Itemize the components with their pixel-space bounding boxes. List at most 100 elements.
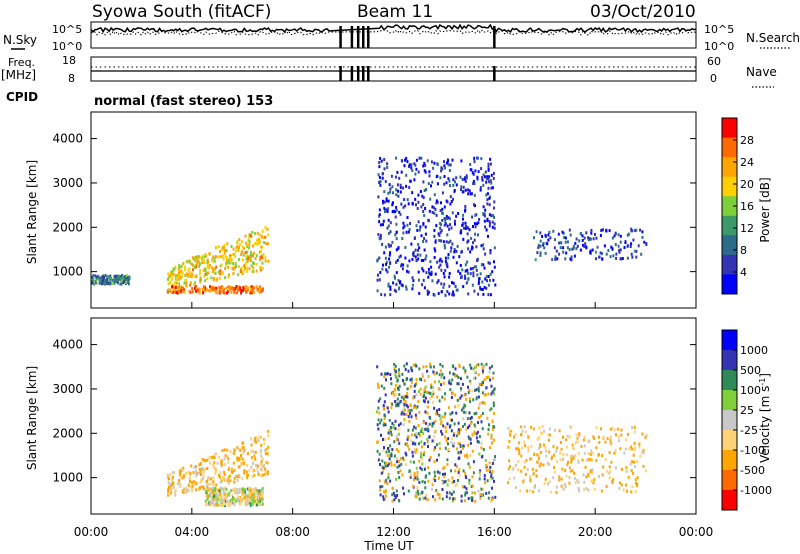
power-cell (486, 177, 489, 181)
power-cell (467, 188, 469, 192)
power-cell (237, 248, 240, 252)
power-cell (395, 248, 398, 252)
power-cell (479, 287, 482, 291)
velocity-cell (236, 479, 239, 482)
velocity-cell (436, 412, 439, 416)
colorbar-swatch (722, 274, 737, 295)
velocity-cell (414, 413, 417, 417)
power-cell (411, 257, 414, 261)
velocity-cell (632, 471, 635, 475)
power-cell (468, 228, 471, 232)
velocity-cell (398, 460, 401, 463)
power-cell (447, 256, 450, 260)
velocity-cell (480, 414, 482, 418)
power-cell (388, 257, 391, 261)
velocity-cell (578, 434, 581, 438)
velocity-cell (407, 435, 410, 439)
power-cell (406, 269, 408, 273)
velocity-cell (479, 473, 482, 477)
velocity-cell (520, 469, 523, 473)
velocity-cell (488, 408, 491, 412)
power-cell (417, 270, 420, 274)
power-cell (558, 252, 561, 256)
velocity-cell (380, 433, 382, 437)
velocity-cell (172, 475, 174, 479)
power-cell (630, 242, 633, 246)
velocity-cell (452, 372, 455, 376)
velocity-cell (170, 487, 173, 491)
power-cell (259, 258, 262, 262)
velocity-cell (518, 448, 521, 452)
power-cell (454, 222, 456, 226)
power-cell (167, 288, 170, 292)
velocity-cell (202, 469, 205, 473)
velocity-cell (559, 451, 562, 455)
power-cell (198, 291, 201, 295)
power-cell (210, 276, 213, 280)
velocity-cell (263, 442, 266, 446)
power-cell (265, 242, 268, 246)
power-cell (126, 278, 128, 282)
velocity-cell (508, 459, 511, 463)
power-cell (376, 278, 379, 282)
velocity-cell (420, 451, 423, 455)
velocity-cell (467, 462, 470, 466)
power-cell (441, 191, 444, 195)
velocity-cell (576, 478, 579, 482)
power-cell (422, 209, 425, 213)
velocity-cell (478, 416, 481, 419)
velocity-cell (417, 432, 420, 436)
power-cell (232, 252, 235, 256)
velocity-cell (185, 471, 188, 475)
power-cell (394, 276, 396, 280)
velocity-cell (265, 461, 268, 465)
velocity-cell (219, 493, 222, 497)
power-cell (480, 167, 483, 171)
power-cell (430, 265, 433, 269)
power-cell (226, 291, 228, 295)
velocity-cell (419, 387, 422, 391)
velocity-cell (438, 476, 440, 480)
velocity-cell (205, 487, 207, 491)
velocity-cell (456, 382, 459, 386)
velocity-cell (468, 424, 471, 428)
velocity-cell (524, 430, 527, 434)
power-cell (237, 258, 240, 261)
power-cell (237, 285, 240, 289)
power-cell (213, 256, 216, 260)
velocity-cell (390, 452, 393, 456)
power-cell (427, 182, 430, 186)
nsearch-label: N.Search (746, 31, 800, 45)
velocity-cell (238, 487, 241, 491)
power-cell (402, 205, 405, 209)
velocity-cell (487, 392, 490, 396)
velocity-cell (546, 461, 549, 465)
power-cell (479, 188, 482, 192)
power-cell (387, 218, 390, 222)
power-cell (487, 162, 490, 166)
velocity-cell (529, 478, 532, 482)
power-cell (170, 270, 173, 274)
power-cells (91, 156, 648, 297)
velocity-cell (206, 497, 209, 501)
power-cell (473, 289, 476, 293)
power-cell (201, 256, 204, 260)
power-cell (401, 284, 404, 288)
power-cell (547, 238, 550, 242)
power-cell (252, 244, 254, 248)
power-cell (444, 269, 447, 272)
colorbar-swatch (722, 370, 737, 391)
velocity-cell (572, 446, 575, 450)
power-cell (242, 270, 245, 274)
velocity-cell (443, 397, 446, 401)
velocity-cell (480, 487, 483, 491)
velocity-cell (598, 441, 601, 444)
colorbar-swatch (722, 118, 737, 139)
velocity-cell (264, 452, 267, 456)
power-cell (489, 249, 492, 252)
power-cell (222, 245, 225, 249)
velocity-cell (174, 488, 177, 492)
power-cell (444, 217, 447, 220)
velocity-cell (265, 447, 268, 451)
velocity-cell (235, 499, 237, 503)
